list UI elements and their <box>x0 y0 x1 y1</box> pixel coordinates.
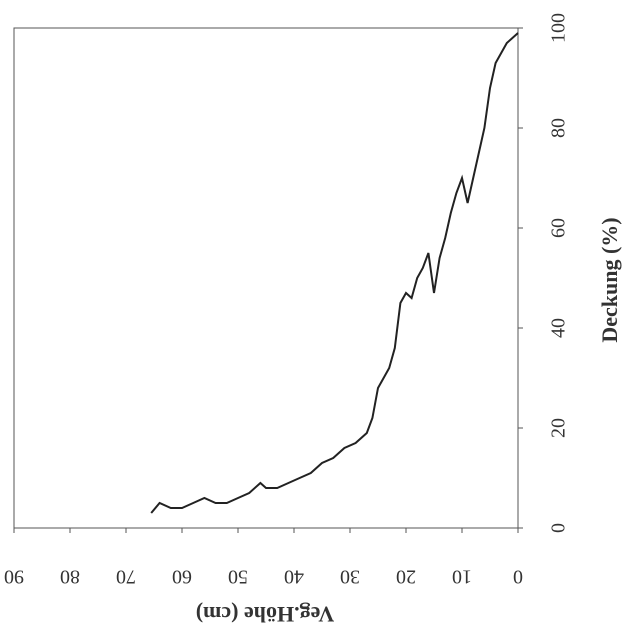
x-tick-label: 0 <box>513 565 523 587</box>
x-tick-label: 60 <box>172 565 192 587</box>
x-axis-title: Veg.Höhe (cm) <box>196 602 335 627</box>
x-tick-label: 20 <box>396 565 416 587</box>
y-tick-label: 60 <box>548 218 570 238</box>
y-tick-label: 20 <box>548 418 570 438</box>
plot-frame <box>13 27 519 529</box>
y-tick-label: 100 <box>548 13 570 43</box>
y-axis-title: Deckung (%) <box>597 217 622 342</box>
x-tick-label: 80 <box>60 565 80 587</box>
x-tick-label: 90 <box>4 565 24 587</box>
y-tick-label: 0 <box>548 523 570 533</box>
data-line <box>150 32 519 514</box>
x-tick-label: 70 <box>116 565 136 587</box>
x-tick-label: 40 <box>284 565 304 587</box>
x-tick-label: 10 <box>452 565 472 587</box>
y-tick-label: 80 <box>548 118 570 138</box>
x-tick-label: 50 <box>228 565 248 587</box>
x-tick-label: 30 <box>340 565 360 587</box>
y-tick-label: 40 <box>548 318 570 338</box>
